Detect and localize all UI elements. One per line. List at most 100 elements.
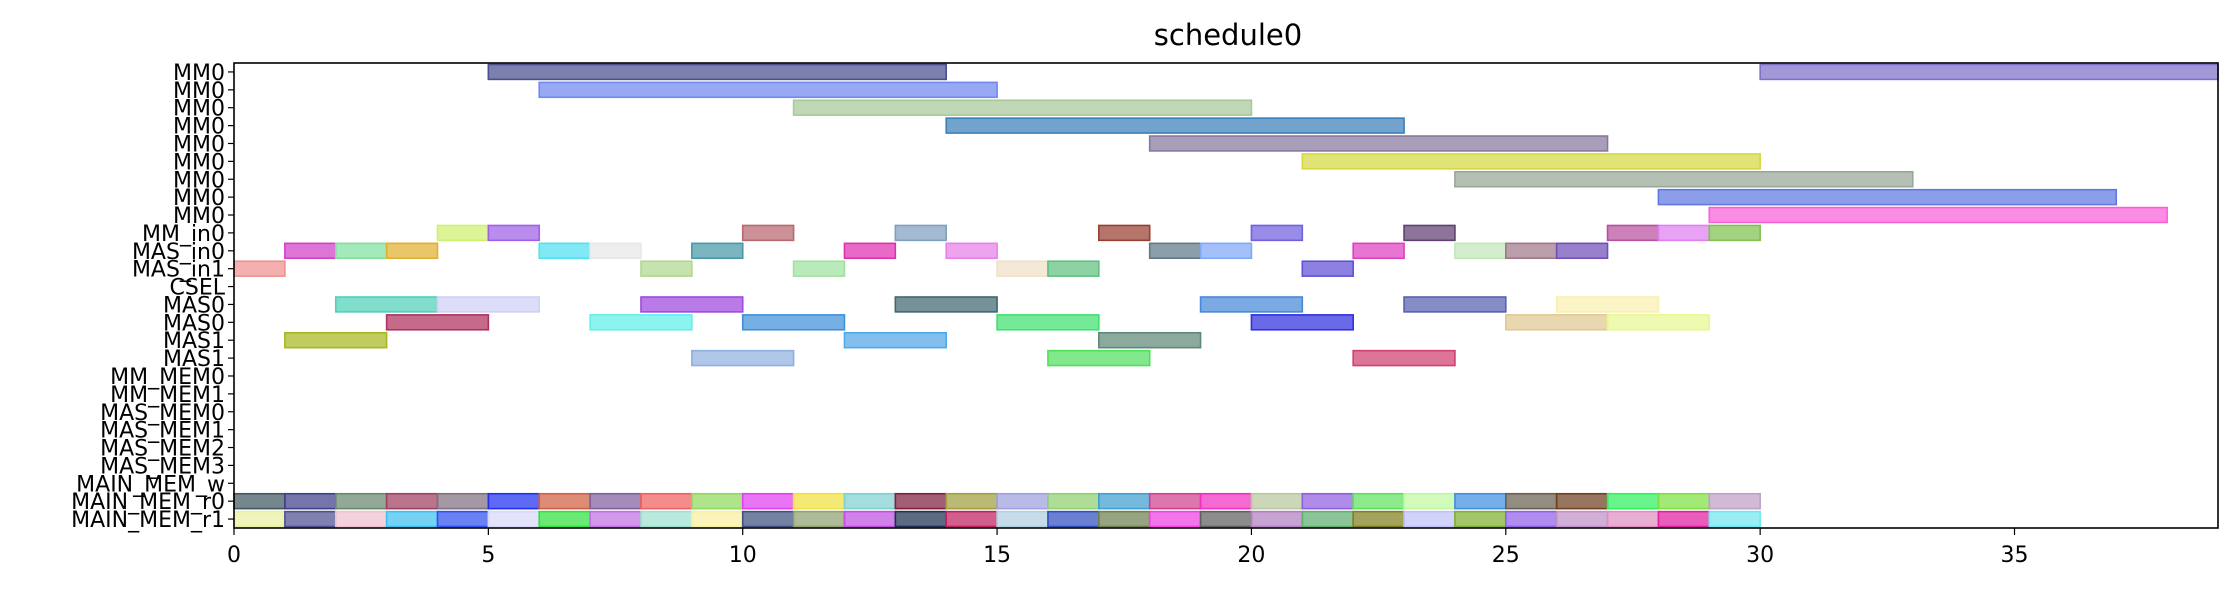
y-tick-label: MAS0: [163, 311, 225, 336]
task-bar: [1199, 296, 1304, 313]
task-bar: [487, 510, 541, 528]
task-bar: [1047, 492, 1100, 510]
task-bar: [1352, 242, 1405, 260]
task-bar: [1403, 492, 1456, 510]
y-tick-label: MAS1: [163, 329, 225, 354]
task-bar: [436, 296, 541, 313]
task-bar: [691, 510, 744, 528]
task-bar: [741, 224, 795, 242]
task-bar: [996, 314, 1100, 331]
task-bar: [1148, 242, 1202, 260]
y-tick-label: MAS_MEM3: [100, 454, 225, 479]
task-bar: [538, 242, 591, 260]
y-tick-label: MM0: [173, 186, 225, 211]
x-tick-label: 15: [983, 543, 1011, 568]
task-bar: [385, 242, 439, 260]
task-bar: [792, 492, 846, 510]
task-bar: [843, 510, 897, 528]
task-bar: [1352, 349, 1456, 367]
task-bar: [1504, 492, 1558, 510]
task-bar: [538, 81, 998, 99]
task-bar: [1148, 492, 1202, 510]
y-axis-labels: MM0MM0MM0MM0MM0MM0MM0MM0MM0MM_in0MAS_in0…: [71, 61, 234, 533]
task-bar: [741, 510, 795, 528]
task-bar: [1708, 206, 2168, 224]
task-bar: [284, 242, 337, 260]
x-tick-label: 5: [481, 543, 495, 568]
task-bar: [1250, 224, 1304, 242]
y-tick-label: CSEL: [170, 276, 226, 301]
task-bar: [1098, 331, 1202, 349]
task-bar: [589, 314, 693, 331]
x-tick-label: 25: [1492, 543, 1520, 568]
task-bar: [1301, 153, 1761, 170]
task-bar: [1250, 314, 1354, 331]
x-tick-label: 30: [1746, 543, 1774, 568]
y-tick-label: MM0: [173, 168, 225, 193]
task-bar: [741, 314, 846, 331]
task-bar: [1555, 492, 1609, 510]
task-bar: [691, 242, 744, 260]
task-bar: [640, 492, 693, 510]
task-bar: [894, 224, 948, 242]
task-bar: [640, 296, 744, 313]
task-bar: [1504, 314, 1609, 331]
y-tick-label: MM0: [173, 204, 225, 229]
task-bar: [1098, 510, 1151, 528]
task-bar: [894, 510, 948, 528]
x-axis: 0 5 10 15 20 25 30 35: [227, 528, 2029, 568]
x-tick-label: 20: [1237, 543, 1265, 568]
task-bar: [1555, 510, 1609, 528]
task-bar: [334, 296, 439, 313]
task-bar: [284, 492, 337, 510]
task-bar: [1403, 296, 1507, 313]
task-bar: [589, 492, 642, 510]
task-bar: [334, 510, 388, 528]
task-bar: [1504, 242, 1558, 260]
task-bar: [1047, 510, 1100, 528]
task-bar: [843, 492, 897, 510]
task-bar: [436, 510, 490, 528]
task-bar: [1708, 510, 1761, 528]
y-tick-label: MAS1: [163, 347, 225, 372]
task-bar: [233, 492, 286, 510]
task-bar: [945, 242, 998, 260]
task-bar: [792, 510, 846, 528]
task-bar: [334, 492, 388, 510]
task-bar: [436, 492, 490, 510]
task-bar: [284, 510, 337, 528]
task-bar: [1454, 492, 1507, 510]
y-tick-label: MM_MEM1: [110, 383, 225, 408]
x-tick-label: 0: [227, 543, 241, 568]
task-bar: [334, 242, 388, 260]
y-tick-label: MM0: [173, 79, 225, 104]
task-bar: [945, 492, 998, 510]
task-bar: [843, 242, 897, 260]
task-bar: [1250, 510, 1304, 528]
task-bar: [996, 510, 1049, 528]
task-bar: [1606, 224, 1660, 242]
task-bar: [1657, 492, 1711, 510]
task-bar: [1301, 510, 1354, 528]
task-bar: [1199, 510, 1253, 528]
y-tick-label: MAS_MEM2: [100, 437, 225, 462]
y-tick-label: MM_in0: [142, 222, 225, 247]
task-bar: [1301, 260, 1354, 277]
task-bar: [945, 117, 1405, 134]
task-bar: [1555, 242, 1609, 260]
task-bar: [385, 314, 490, 331]
task-bar: [1606, 510, 1660, 528]
y-tick-label: MM_MEM0: [110, 365, 225, 390]
task-bar: [1657, 510, 1711, 528]
task-bar: [538, 492, 591, 510]
task-bar: [1301, 492, 1354, 510]
task-bar: [233, 260, 286, 277]
task-bar: [1708, 492, 1761, 510]
task-bar: [640, 260, 693, 277]
task-bar: [1403, 224, 1456, 242]
task-bar: [589, 510, 642, 528]
x-tick-label: 35: [2001, 543, 2029, 568]
task-bar: [996, 492, 1049, 510]
